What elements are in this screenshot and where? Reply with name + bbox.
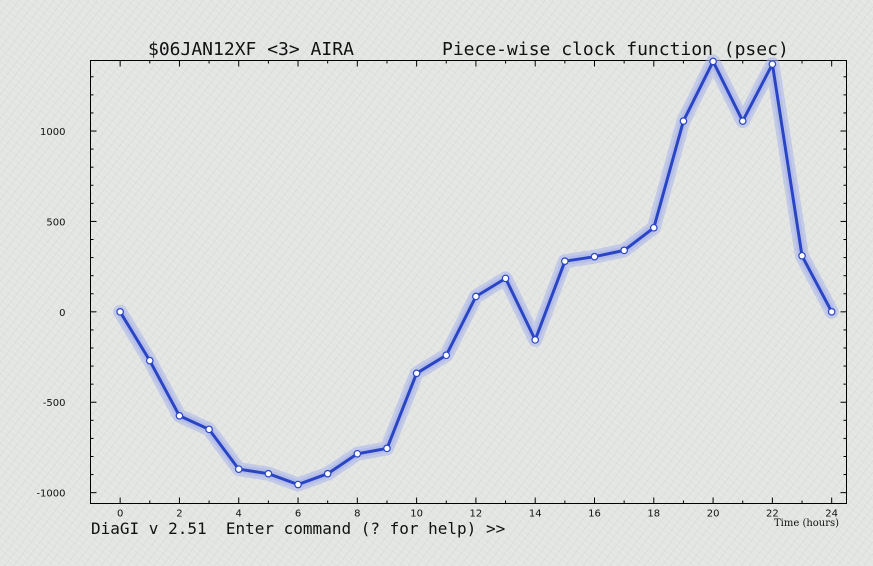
data-point [768, 60, 777, 68]
data-point [679, 117, 688, 125]
data-point [412, 369, 421, 378]
data-point [798, 251, 806, 260]
x-tick-label: 20 [707, 509, 720, 520]
x-tick-label: 10 [410, 509, 423, 520]
x-tick-label: 18 [647, 509, 660, 520]
data-point [294, 480, 302, 489]
error-band [113, 54, 839, 492]
chart-title: Piece-wise clock function (psec) [442, 39, 789, 60]
data-point [145, 356, 154, 365]
y-tick-label: -500 [43, 398, 66, 409]
data-point [175, 412, 184, 420]
data-point [353, 449, 362, 458]
plot-frame [90, 60, 847, 504]
data-point [827, 308, 836, 316]
data-points [116, 57, 836, 489]
data-point [501, 274, 510, 283]
data-point [561, 257, 569, 266]
data-point [590, 252, 599, 261]
x-tick-label: 12 [470, 509, 483, 520]
data-point [442, 351, 451, 360]
y-tick-label: -1000 [36, 489, 65, 500]
error-band-outer [113, 54, 839, 492]
series-line [118, 59, 834, 486]
data-point [738, 117, 747, 125]
experiment-title: $06JAN12XF <3> AIRA [148, 39, 354, 60]
x-tick-label: 6 [295, 509, 301, 520]
axis-ticks [90, 60, 847, 504]
x-axis-label: Time (hours) [774, 518, 839, 529]
clock-function-line [118, 59, 834, 486]
data-point [234, 465, 243, 473]
data-point [649, 223, 658, 232]
data-point [531, 336, 540, 344]
x-tick-label: 16 [588, 509, 601, 520]
error-band-inner [116, 57, 836, 489]
x-tick-label: 14 [529, 509, 542, 520]
y-tick-label: 0 [59, 308, 65, 319]
x-tick-label: 24 [825, 509, 838, 520]
y-tick-label: 500 [46, 217, 65, 228]
data-point [472, 292, 480, 301]
data-point [205, 425, 213, 434]
data-point [383, 444, 391, 453]
data-point [620, 246, 628, 255]
x-tick-label: 0 [117, 509, 123, 520]
data-point [709, 57, 717, 66]
x-tick-label: 2 [176, 509, 182, 520]
y-tick-label: 1000 [40, 127, 65, 138]
command-prompt[interactable]: DiaGI v 2.51 Enter command (? for help) … [91, 519, 506, 538]
x-tick-label: 8 [354, 509, 360, 520]
data-point [264, 469, 273, 478]
data-point [116, 308, 124, 316]
x-tick-label: 22 [766, 509, 779, 520]
x-tick-label: 4 [236, 509, 242, 520]
data-point [323, 469, 332, 478]
